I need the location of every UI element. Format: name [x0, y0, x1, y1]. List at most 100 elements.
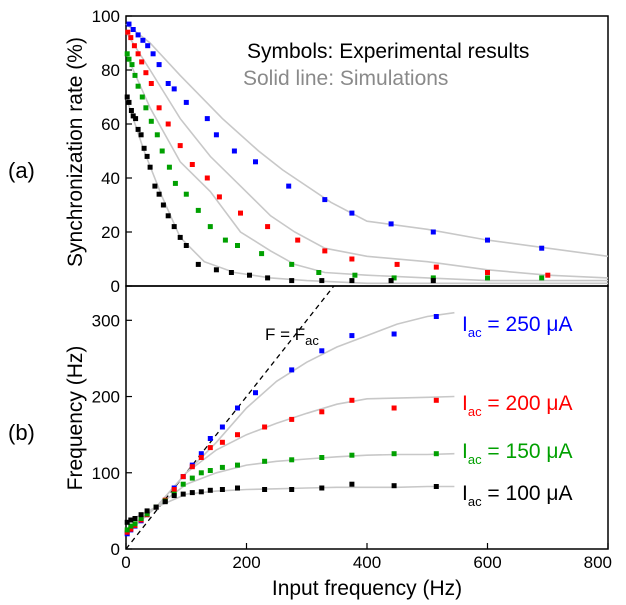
- b-point-3-4: [144, 508, 150, 514]
- a-point-1-5: [143, 70, 149, 76]
- b-point-3-6: [162, 499, 168, 505]
- b-point-1-12: [219, 439, 225, 445]
- a-point-2-7: [148, 118, 154, 124]
- a-sim-line-2: [125, 53, 608, 282]
- b-point-3-2: [132, 516, 138, 521]
- b-point-1-8: [180, 474, 186, 480]
- b-point-0-15: [289, 367, 295, 373]
- a-point-2-1: [126, 56, 132, 62]
- a-point-3-5: [135, 126, 141, 132]
- a-point-3-9: [147, 164, 153, 170]
- a-point-0-8: [171, 86, 177, 92]
- b-point-1-13: [235, 432, 240, 438]
- a-ytick-label-0: 0: [111, 277, 120, 296]
- a-point-0-18: [430, 229, 436, 235]
- b-point-2-11: [207, 468, 213, 473]
- a-point-3-19: [228, 270, 234, 275]
- b-point-2-12: [219, 464, 225, 470]
- a-point-3-15: [177, 234, 183, 240]
- identity-label-main: F = F: [265, 325, 305, 344]
- b-point-3-5: [153, 504, 159, 510]
- b-sim-line-1: [125, 395, 455, 533]
- current-label-sub-1: ac: [468, 404, 482, 419]
- a-point-1-2: [131, 43, 137, 49]
- a-point-3-11: [156, 191, 162, 197]
- b-point-0-13: [235, 405, 240, 411]
- a-point-2-23: [485, 275, 490, 281]
- current-label-sub-2: ac: [468, 452, 482, 467]
- a-point-1-10: [189, 162, 195, 167]
- b-point-0-16: [319, 348, 325, 354]
- b-point-3-8: [180, 491, 186, 497]
- b-point-1-11: [207, 445, 213, 451]
- a-point-3-1: [126, 99, 132, 105]
- a-sim-line-3: [125, 96, 608, 285]
- a-sim-line-1: [125, 31, 609, 279]
- b-point-3-17: [349, 481, 355, 487]
- a-point-2-24: [539, 275, 545, 281]
- current-label-value-0: = 250 μA: [482, 313, 573, 336]
- a-sim-line-0: [125, 23, 609, 258]
- b-ytick-label-0: 0: [111, 540, 120, 559]
- b-point-0-19: [433, 314, 439, 319]
- panel-a-label: (a): [8, 158, 35, 183]
- a-point-2-10: [166, 164, 172, 170]
- a-point-0-4: [145, 43, 151, 49]
- b-point-2-14: [262, 458, 268, 464]
- a-point-1-19: [433, 264, 439, 270]
- b-point-3-3: [138, 512, 144, 518]
- panel-b: 0 100 200 300 0 200 400 600 800 (b) Frequency (…: [8, 285, 612, 600]
- a-ytick-label-4: 80: [101, 61, 120, 80]
- b-point-2-13: [235, 462, 240, 468]
- a-point-1-4: [139, 59, 145, 65]
- panel-b-ylabel: Frequency (Hz): [64, 346, 87, 491]
- a-point-2-21: [391, 275, 397, 281]
- b-point-3-15: [289, 487, 295, 492]
- a-point-3-0: [124, 94, 130, 100]
- a-point-2-3: [132, 72, 138, 78]
- a-point-3-20: [247, 272, 252, 278]
- b-point-1-10: [198, 455, 204, 460]
- a-point-0-3: [140, 37, 146, 43]
- b-point-3-16: [319, 485, 325, 491]
- a-ytick-label-2: 40: [101, 169, 120, 188]
- b-point-1-15: [289, 416, 295, 422]
- b-point-0-12: [219, 424, 225, 430]
- b-point-0-18: [391, 331, 397, 337]
- current-label-0: Iac = 250 μA: [462, 313, 573, 340]
- a-point-0-13: [253, 159, 258, 165]
- a-point-0-6: [156, 62, 162, 68]
- a-point-3-22: [289, 278, 295, 284]
- b-point-3-7: [171, 493, 177, 499]
- b-point-2-15: [289, 457, 295, 463]
- a-point-2-17: [259, 251, 265, 257]
- b-point-1-1: [128, 526, 134, 532]
- a-point-3-16: [183, 243, 189, 248]
- a-point-1-12: [216, 194, 222, 200]
- a-point-1-11: [204, 175, 210, 181]
- b-point-2-10: [198, 470, 204, 476]
- b-ytick-label-1: 100: [92, 464, 120, 483]
- current-label-sub-0: ac: [468, 325, 482, 340]
- a-point-2-0: [124, 51, 130, 57]
- a-point-0-7: [165, 81, 171, 86]
- current-label-1: Iac = 200 μA: [462, 392, 573, 419]
- x-axis-label: Input frequency (Hz): [272, 577, 462, 600]
- b-point-2-9: [189, 475, 195, 481]
- b-point-3-9: [189, 490, 195, 496]
- b-point-2-8: [180, 481, 186, 487]
- identity-label-sub: ac: [305, 333, 319, 348]
- a-point-2-8: [154, 132, 160, 138]
- a-point-2-4: [135, 83, 141, 89]
- a-point-2-18: [289, 261, 295, 267]
- b-point-1-14: [262, 424, 268, 430]
- a-point-3-17: [195, 261, 201, 267]
- a-point-3-25: [388, 278, 394, 284]
- b-ytick-label-2: 200: [92, 388, 120, 407]
- current-label-main-1: I: [462, 392, 468, 415]
- current-label-value-2: = 150 μA: [482, 440, 573, 463]
- b-point-2-4: [144, 511, 150, 517]
- b-point-1-7: [171, 487, 177, 492]
- b-point-1-9: [189, 464, 195, 470]
- xtick-label-0: 0: [121, 553, 130, 572]
